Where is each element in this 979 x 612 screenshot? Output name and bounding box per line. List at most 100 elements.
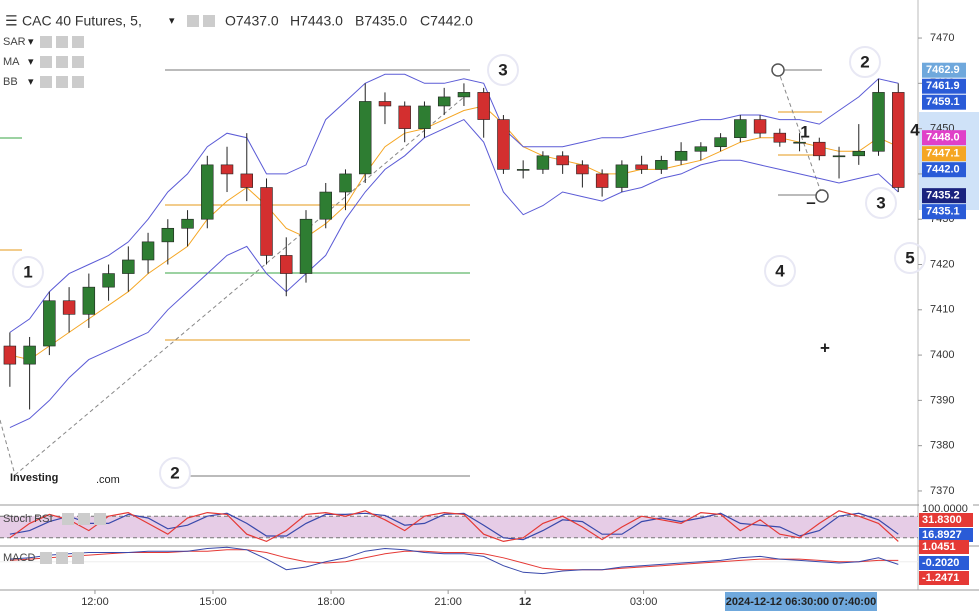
candle-body bbox=[437, 96, 451, 107]
indicator-icon[interactable] bbox=[40, 36, 52, 48]
price-label-box bbox=[922, 188, 966, 204]
candle-body bbox=[280, 255, 293, 274]
price-label: 7442.0 bbox=[926, 164, 960, 176]
stoch-band bbox=[0, 516, 918, 538]
candle-body bbox=[240, 173, 253, 188]
annotations: 1 2 3 4 + – 1 2 3 4 5 bbox=[12, 46, 926, 489]
candle-body bbox=[457, 92, 471, 98]
indicator-name: MA bbox=[3, 56, 20, 68]
ohlc-high: H7443.0 bbox=[290, 13, 343, 29]
crosshair-label: 2024-12-12 06:30:00 07:40:00 bbox=[726, 596, 876, 608]
wave-label: 1 bbox=[800, 122, 809, 141]
indicator-icon[interactable] bbox=[62, 513, 74, 525]
candle-body bbox=[161, 227, 175, 243]
candle-body bbox=[753, 119, 767, 134]
price-label-box bbox=[922, 162, 966, 178]
indicator-icon[interactable] bbox=[94, 513, 106, 525]
ohlc-open: O7437.0 bbox=[225, 13, 279, 29]
wave-label: 3 bbox=[876, 193, 885, 212]
plot: 7370738073907400741074207430744074507460… bbox=[0, 32, 973, 608]
bb-upper bbox=[9, 73, 899, 333]
candle-body bbox=[319, 191, 332, 220]
ma-line bbox=[9, 105, 899, 361]
candle-body bbox=[398, 105, 411, 129]
candle-body bbox=[299, 218, 313, 274]
candle-body bbox=[141, 241, 155, 261]
axis-label: 1.0451 bbox=[922, 541, 956, 553]
axis-label: -0.2020 bbox=[922, 557, 959, 569]
y-tick-label: 7400 bbox=[930, 349, 954, 361]
ohlc-bid: B7435.0 bbox=[355, 13, 407, 29]
candle-body bbox=[359, 101, 372, 175]
candle-body bbox=[3, 345, 17, 365]
candle-body bbox=[220, 164, 234, 175]
axis-label: -1.2471 bbox=[922, 572, 959, 584]
candle-body bbox=[615, 164, 629, 188]
dropdown-icon[interactable]: ▾ bbox=[169, 15, 175, 27]
price-label: 7435.2 bbox=[926, 190, 960, 202]
price-label: 7461.9 bbox=[926, 80, 960, 92]
x-tick-label: 12 bbox=[519, 596, 531, 608]
logo: .com bbox=[96, 474, 120, 486]
candle-body bbox=[339, 173, 352, 193]
indicator-list: SAR ▾MA ▾BB ▾ bbox=[3, 36, 84, 88]
indicator-icon[interactable] bbox=[72, 76, 84, 88]
indicator-icon[interactable] bbox=[56, 552, 68, 564]
candle-body bbox=[23, 345, 36, 365]
indicator-icon[interactable] bbox=[72, 56, 84, 68]
y-tick-label: 7390 bbox=[930, 394, 954, 406]
indicator-icon[interactable] bbox=[56, 56, 68, 68]
x-tick-label: 21:00 bbox=[434, 596, 462, 608]
candle-body bbox=[556, 155, 569, 166]
candle-body bbox=[832, 155, 846, 158]
y-tick-label: 7410 bbox=[930, 304, 954, 316]
header: ☰ CAC 40 Futures, 5, ▾ O7437.0 H7443.0 B… bbox=[5, 13, 473, 29]
x-tick-label: 03:00 bbox=[630, 596, 658, 608]
indicator-icon[interactable] bbox=[40, 552, 52, 564]
candle-body bbox=[418, 105, 431, 129]
settings-icon[interactable] bbox=[187, 15, 199, 27]
candle-body bbox=[260, 187, 273, 256]
indicator-icon[interactable] bbox=[40, 56, 52, 68]
candle-body bbox=[477, 92, 490, 120]
axis-label-box bbox=[919, 571, 969, 585]
candle-body bbox=[201, 164, 214, 220]
crosshair-box bbox=[725, 592, 877, 611]
candle-body bbox=[852, 150, 865, 157]
axis-label-box bbox=[919, 556, 969, 570]
indicator-icon[interactable] bbox=[40, 76, 52, 88]
y-tick-label: 7380 bbox=[930, 440, 954, 452]
wave-label: 4 bbox=[775, 261, 785, 280]
axis-label-box bbox=[919, 513, 973, 527]
bb-lower bbox=[9, 118, 899, 429]
indicator-icon[interactable] bbox=[56, 76, 68, 88]
wave-label: 2 bbox=[860, 52, 869, 71]
axis-label-box bbox=[919, 502, 973, 516]
candle-body bbox=[793, 141, 806, 144]
indicator-name: SAR bbox=[3, 36, 26, 48]
ohlc-close: C7442.0 bbox=[420, 13, 473, 29]
dropdown-icon: ▾ bbox=[28, 36, 34, 48]
x-tick-label: 12:00 bbox=[81, 596, 109, 608]
indicator-icon[interactable] bbox=[56, 36, 68, 48]
candle-body bbox=[43, 300, 56, 347]
x-tick-label: 15:00 bbox=[199, 596, 227, 608]
indicator-icon[interactable] bbox=[72, 552, 84, 564]
price-label: 7447.1 bbox=[926, 148, 960, 160]
drawings bbox=[0, 63, 829, 477]
indicator-icon[interactable] bbox=[72, 36, 84, 48]
settings-icon[interactable] bbox=[203, 15, 215, 27]
axis-label-box bbox=[919, 528, 973, 542]
candle-body bbox=[635, 164, 648, 170]
y-tick-label: 7470 bbox=[930, 32, 954, 44]
icon: ☰ bbox=[5, 13, 18, 29]
candle-body bbox=[82, 286, 96, 315]
candle-body bbox=[62, 300, 76, 315]
price-label-box bbox=[922, 204, 966, 220]
price-label: 7462.9 bbox=[926, 64, 960, 76]
price-label: 7448.0 bbox=[926, 132, 960, 144]
indicator-icon[interactable] bbox=[78, 513, 90, 525]
macd-line bbox=[9, 546, 899, 575]
candle-body bbox=[892, 92, 905, 188]
